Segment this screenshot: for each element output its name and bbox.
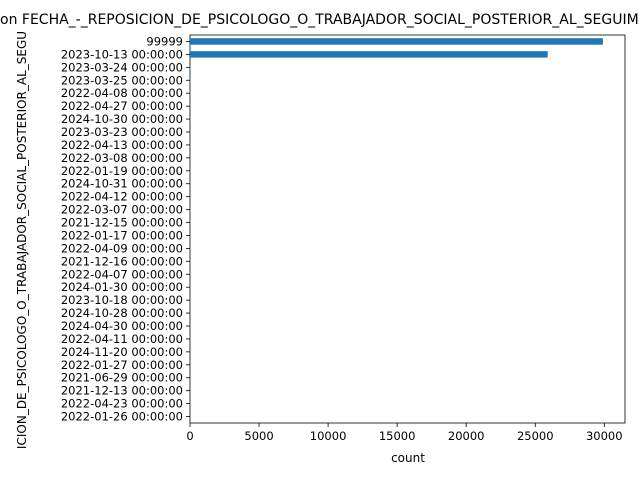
y-tick-label: 2024-04-30 00:00:00 <box>61 319 183 333</box>
x-axis-label: count <box>391 451 425 465</box>
y-tick-label: 2024-10-31 00:00:00 <box>61 177 183 191</box>
y-tick-label: 2023-03-24 00:00:00 <box>61 60 183 74</box>
y-tick-label: 2022-04-23 00:00:00 <box>61 397 183 411</box>
y-tick-label: 2023-10-18 00:00:00 <box>61 293 183 307</box>
x-tick-label: 15000 <box>379 429 416 443</box>
y-tick-label: 2023-03-23 00:00:00 <box>61 125 183 139</box>
chart-title: on FECHA_-_REPOSICION_DE_PSICOLOGO_O_TRA… <box>0 12 640 28</box>
y-tick-label: 2022-01-19 00:00:00 <box>61 164 183 178</box>
y-tick-label: 2021-06-29 00:00:00 <box>61 371 183 385</box>
y-tick-label: 2022-04-07 00:00:00 <box>61 267 183 281</box>
y-tick-label: 2022-01-17 00:00:00 <box>61 228 183 242</box>
y-tick-label: 2021-12-15 00:00:00 <box>61 216 183 230</box>
y-tick-label: 2024-10-30 00:00:00 <box>61 112 183 126</box>
y-tick-label: 2022-04-12 00:00:00 <box>61 190 183 204</box>
bar <box>190 51 548 58</box>
y-tick-label: 2022-01-27 00:00:00 <box>61 358 183 372</box>
y-tick-label: 2022-03-07 00:00:00 <box>61 203 183 217</box>
x-tick-label: 5000 <box>244 429 273 443</box>
y-tick-label: 2022-04-27 00:00:00 <box>61 99 183 113</box>
y-tick-label: 2021-12-16 00:00:00 <box>61 254 183 268</box>
x-tick-label: 0 <box>186 429 193 443</box>
x-tick-label: 20000 <box>448 429 485 443</box>
y-tick-label: 2023-10-13 00:00:00 <box>61 47 183 61</box>
x-tick-label: 25000 <box>517 429 554 443</box>
y-tick-label: 2022-04-08 00:00:00 <box>61 86 183 100</box>
y-tick-label: 2021-12-13 00:00:00 <box>61 384 183 398</box>
y-tick-label: 2024-11-20 00:00:00 <box>61 345 183 359</box>
y-tick-label: 99999 <box>146 34 183 48</box>
y-axis-label: ICION_DE_PSICOLOGO_O_TRABAJADOR_SOCIAL_P… <box>15 31 29 449</box>
y-tick-label: 2022-01-26 00:00:00 <box>61 410 183 424</box>
y-tick-label: 2024-01-30 00:00:00 <box>61 280 183 294</box>
y-tick-label: 2024-10-28 00:00:00 <box>61 306 183 320</box>
bar <box>190 38 603 45</box>
y-tick-label: 2023-03-25 00:00:00 <box>61 73 183 87</box>
y-tick-label: 2022-03-08 00:00:00 <box>61 151 183 165</box>
x-tick-label: 30000 <box>586 429 623 443</box>
y-tick-label: 2022-04-09 00:00:00 <box>61 241 183 255</box>
x-tick-label: 10000 <box>310 429 347 443</box>
y-tick-label: 2022-04-11 00:00:00 <box>61 332 183 346</box>
plot-frame <box>189 34 626 424</box>
y-tick-label: 2022-04-13 00:00:00 <box>61 138 183 152</box>
